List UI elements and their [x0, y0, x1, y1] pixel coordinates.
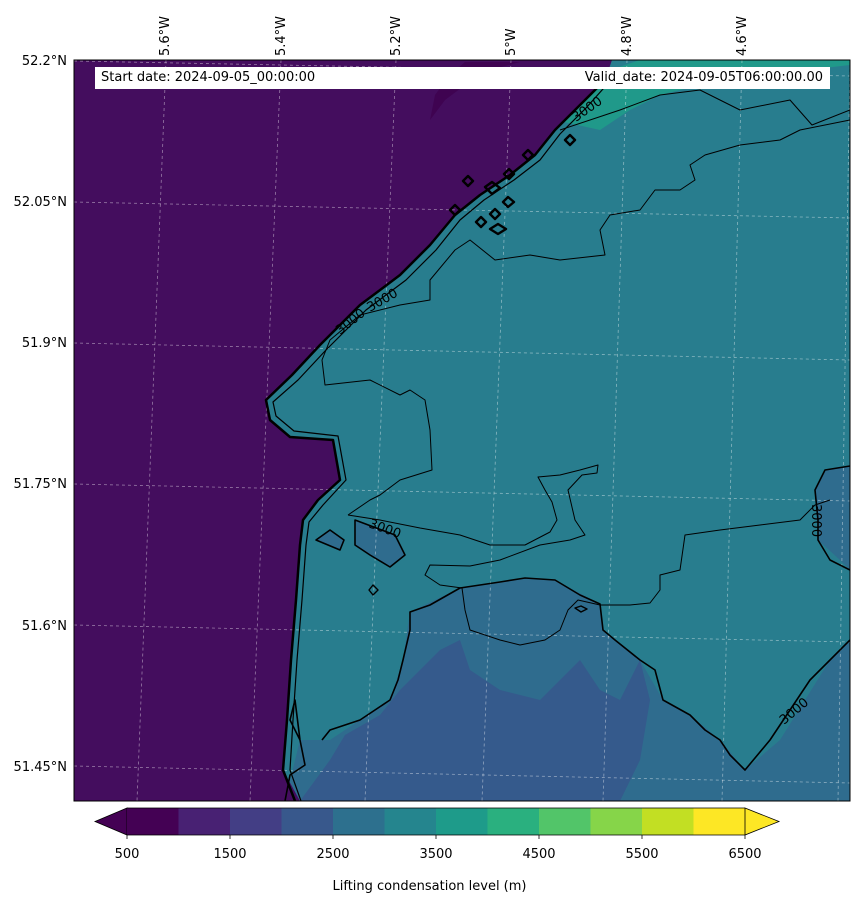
lat-label-51-9n: 51.9°N	[22, 336, 67, 351]
map-frame	[73, 59, 851, 802]
colorbar-tick-label: 3500	[419, 847, 452, 862]
coast-island-contours	[448, 133, 577, 236]
mid-patch-contour	[354, 519, 406, 568]
contour-label-5: 3000	[808, 504, 823, 537]
south-contour-3000	[284, 577, 850, 801]
colorbar-segment	[436, 808, 488, 835]
colorbar-segment	[127, 808, 179, 835]
lat-label-51-75n: 51.75°N	[14, 477, 67, 492]
lat-label-51-45n: 51.45°N	[14, 760, 67, 775]
lon-label-5w: 5°W	[504, 28, 519, 56]
colorbar-segment	[178, 808, 231, 835]
coast-contour-bundle	[264, 79, 606, 801]
longitude-labels: 5.6°W 5.4°W 5.2°W 5°W 4.8°W 4.6°W	[158, 16, 750, 56]
colorbar-segment	[281, 808, 334, 835]
colorbar-tick-label: 5500	[625, 847, 658, 862]
south-lower-lcl-region	[300, 640, 650, 801]
inland-contour-north	[321, 89, 850, 516]
colorbar-segment	[539, 808, 591, 835]
colorbar-tick-label: 500	[115, 847, 140, 862]
colorbar-segment	[333, 808, 385, 835]
east-low-lcl-region	[815, 466, 850, 570]
colorbar: 500 1500 2500 3500 4500 5500 6500	[93, 807, 781, 862]
start-date-label: Start date: 2024-09-05_00:00:00	[101, 70, 316, 85]
lat-label-52-2n: 52.2°N	[22, 54, 67, 69]
colorbar-segment	[487, 808, 540, 835]
lon-label-4-6w: 4.6°W	[735, 16, 750, 56]
date-info-box: Start date: 2024-09-05_00:00:00 Valid_da…	[95, 67, 830, 89]
colorbar-segment	[384, 808, 437, 835]
lon-label-5-6w: 5.6°W	[158, 16, 173, 56]
south-inner-contour	[461, 499, 831, 646]
inland-contour-mid	[347, 464, 599, 589]
colorbar-segment	[642, 808, 694, 835]
colorbar-tick-label: 2500	[316, 847, 349, 862]
colorbar-segment	[590, 808, 643, 835]
valid-date-label: Valid_date: 2024-09-05T06:00:00.00	[584, 70, 823, 85]
lat-label-51-6n: 51.6°N	[22, 619, 67, 634]
colorbar-title: Lifting condensation level (m)	[332, 879, 527, 894]
colorbar-tick-label: 1500	[213, 847, 246, 862]
lat-label-52-05n: 52.05°N	[14, 195, 67, 210]
map-panel: 3000 3000 3000 3000 3000 3000	[74, 60, 850, 801]
west-patch-contour	[315, 529, 345, 551]
lon-label-5-4w: 5.4°W	[274, 16, 289, 56]
colorbar-under-arrow	[93, 807, 128, 836]
lon-label-4-8w: 4.8°W	[620, 16, 635, 56]
mid-lower-lcl-patch	[355, 520, 405, 567]
coast-contour-bundle-2	[272, 79, 612, 801]
colorbar-tick-label: 4500	[522, 847, 555, 862]
contour-lines	[264, 79, 850, 801]
latitude-labels: 52.2°N 52.05°N 51.9°N 51.75°N 51.6°N 51.…	[14, 54, 67, 775]
colorbar-segment	[230, 808, 282, 835]
colorbar-over-arrow	[744, 807, 781, 836]
colorbar-segment	[693, 808, 746, 835]
graticule	[74, 60, 850, 801]
colorbar-tick-label: 6500	[728, 847, 761, 862]
small-ring-contour	[368, 584, 588, 613]
lon-label-5-2w: 5.2°W	[389, 16, 404, 56]
sea-field	[74, 60, 612, 801]
east-contour-3000	[814, 465, 850, 571]
